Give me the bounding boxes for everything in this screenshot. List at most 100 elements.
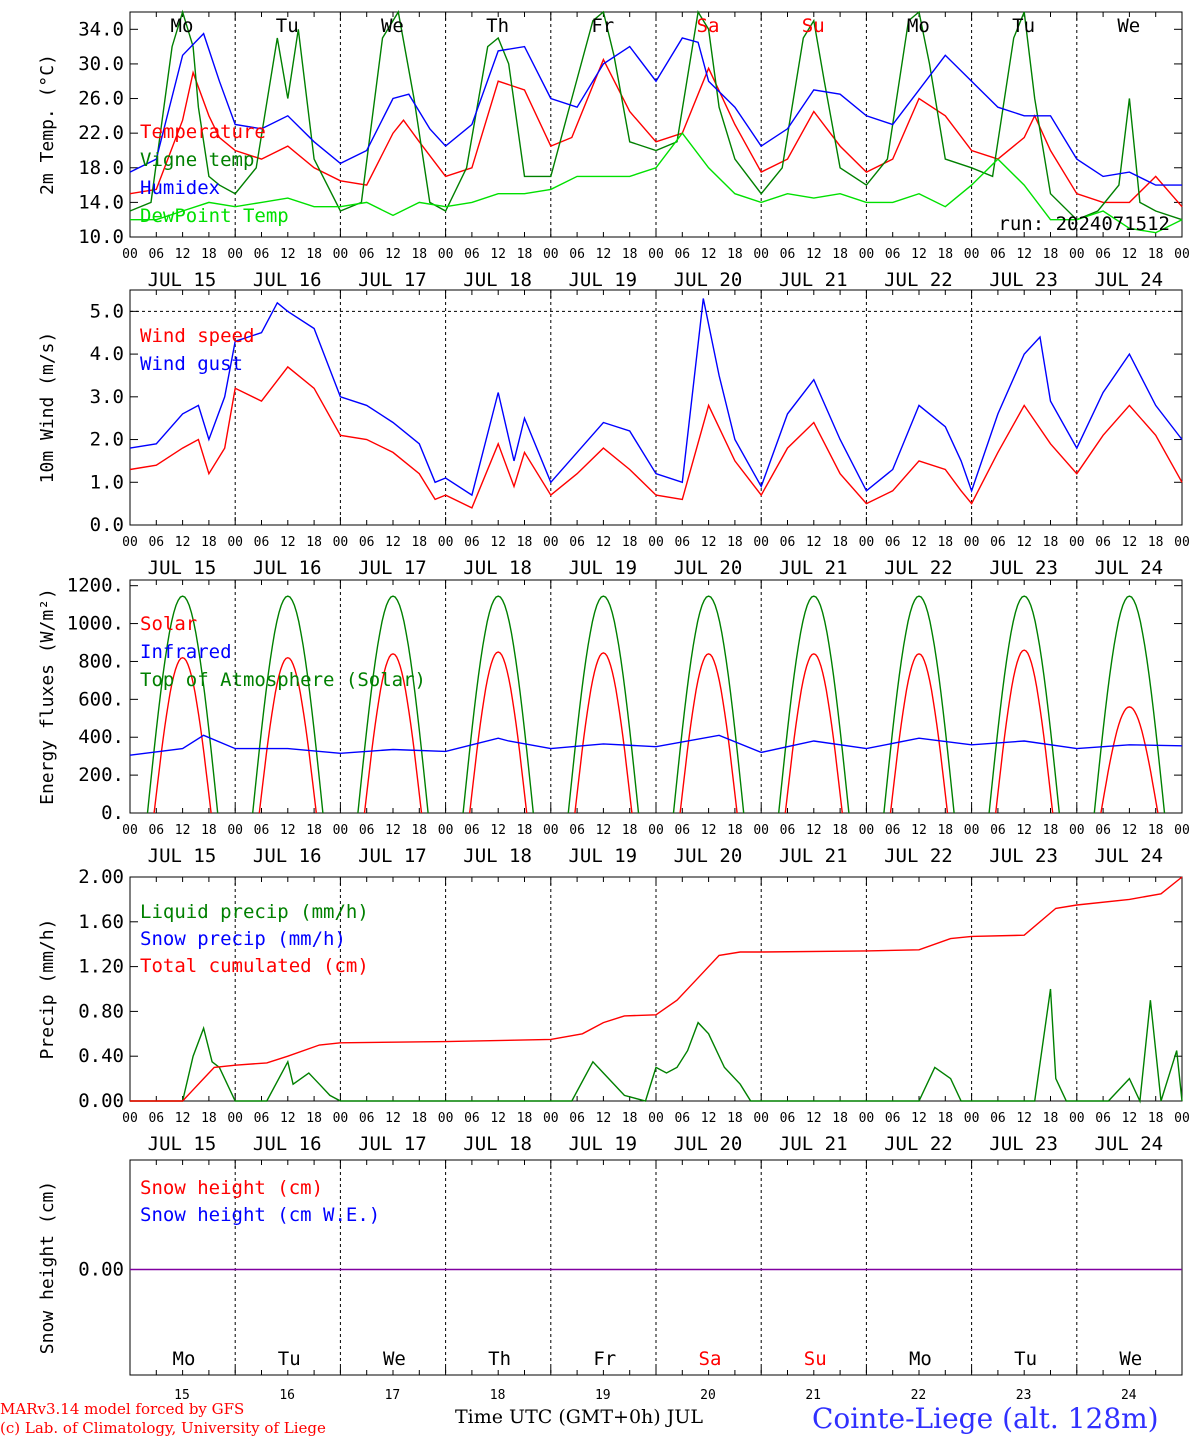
legend-entry: Snow height (cm) (140, 1177, 323, 1199)
hour-tick-label: 18 (727, 823, 743, 838)
hour-tick-label: 06 (990, 535, 1006, 550)
hour-tick-label: 18 (622, 535, 638, 550)
hour-tick-label: 00 (543, 823, 559, 838)
hour-tick-label: 06 (780, 247, 796, 262)
hour-tick-label: 18 (517, 535, 533, 550)
y-tick-label: 22.0 (78, 122, 124, 144)
y-tick-label: 2.00 (78, 866, 124, 888)
date-label: JUL 21 (779, 269, 848, 291)
hour-tick-label: 12 (1016, 247, 1032, 262)
date-label: JUL 18 (463, 1133, 532, 1155)
toa-solar-curve (462, 595, 534, 814)
date-label: JUL 24 (1094, 269, 1163, 291)
hour-tick-label: 18 (622, 247, 638, 262)
day-name-label: We (381, 15, 404, 37)
date-label: JUL 20 (674, 845, 743, 867)
toa-solar-curve (778, 595, 850, 814)
hour-tick-label: 12 (596, 823, 612, 838)
hour-tick-label: 06 (464, 1111, 480, 1126)
y-tick-label: 1.0 (90, 471, 124, 493)
hour-tick-label: 18 (1148, 535, 1164, 550)
date-label: JUL 19 (568, 1133, 637, 1155)
hour-tick-label: 12 (175, 247, 191, 262)
hour-tick-label: 00 (438, 823, 454, 838)
legend-entry: Humidex (140, 177, 220, 199)
date-label: JUL 24 (1094, 1133, 1163, 1155)
hour-tick-label: 06 (990, 1111, 1006, 1126)
y-tick-label: 1.60 (78, 911, 124, 933)
credit-line-2: (c) Lab. of Climatology, University of L… (0, 1419, 326, 1437)
hour-tick-label: 00 (648, 1111, 664, 1126)
day-name-label: Sa (697, 15, 720, 37)
solar-curve (995, 649, 1054, 814)
y-tick-label: 18.0 (78, 157, 124, 179)
hour-tick-label: 06 (569, 1111, 585, 1126)
date-label: JUL 16 (253, 557, 322, 579)
toa-solar-curve (988, 595, 1060, 814)
hour-tick-label: 00 (964, 823, 980, 838)
hour-tick-label: 06 (885, 823, 901, 838)
hour-tick-label: 12 (385, 1111, 401, 1126)
day-name-label: Mo (171, 15, 194, 37)
hour-tick-label: 06 (254, 535, 270, 550)
hour-tick-label: 00 (333, 535, 349, 550)
y-tick-label: 4.0 (90, 343, 124, 365)
hour-tick-label: 00 (333, 247, 349, 262)
hour-tick-label: 06 (780, 535, 796, 550)
hour-tick-label: 12 (701, 823, 717, 838)
hour-tick-label: 18 (517, 247, 533, 262)
y-tick-label: 14.0 (78, 191, 124, 213)
hour-tick-label: 00 (227, 823, 243, 838)
date-label: JUL 24 (1094, 557, 1163, 579)
hour-tick-label: 12 (1122, 535, 1138, 550)
y-tick-label: 0.00 (78, 1090, 124, 1112)
hour-tick-label: 06 (569, 823, 585, 838)
y-tick-label: 1.20 (78, 956, 124, 978)
day-name-label: Mo (173, 1348, 196, 1370)
date-label: JUL 16 (253, 845, 322, 867)
toa-solar-curve (252, 595, 324, 814)
date-label: JUL 23 (989, 269, 1058, 291)
hour-tick-label: 12 (701, 247, 717, 262)
day-number-label: 16 (279, 1388, 295, 1403)
solar-curve (574, 652, 633, 814)
wind-y-axis-label: 10m Wind (m/s) (37, 332, 58, 484)
x-axis-title: Time UTC (GMT+0h) JUL (455, 1406, 703, 1428)
hour-tick-label: 00 (543, 1111, 559, 1126)
date-label: JUL 21 (779, 1133, 848, 1155)
hour-tick-label: 18 (727, 247, 743, 262)
hour-tick-label: 06 (254, 823, 270, 838)
hour-tick-label: 00 (227, 535, 243, 550)
hour-tick-label: 12 (175, 535, 191, 550)
y-tick-label: 1000. (67, 613, 124, 635)
hour-tick-label: 18 (1148, 247, 1164, 262)
hour-tick-label: 12 (596, 535, 612, 550)
y-tick-label: 3.0 (90, 386, 124, 408)
hour-tick-label: 00 (543, 535, 559, 550)
day-number-label: 21 (805, 1388, 821, 1403)
hour-tick-label: 18 (201, 247, 217, 262)
credit-line-1: MARv3.14 model forced by GFS (0, 1400, 245, 1418)
day-name-label: Su (802, 15, 825, 37)
hour-tick-label: 00 (1069, 247, 1085, 262)
hour-tick-label: 12 (701, 1111, 717, 1126)
hour-tick-label: 06 (780, 1111, 796, 1126)
hour-tick-label: 18 (622, 823, 638, 838)
hour-tick-label: 18 (306, 247, 322, 262)
hour-tick-label: 06 (464, 823, 480, 838)
hour-tick-label: 00 (648, 535, 664, 550)
legend-entry: Solar (140, 613, 197, 635)
hour-tick-label: 12 (280, 1111, 296, 1126)
hour-tick-label: 06 (1095, 1111, 1111, 1126)
hour-tick-label: 18 (306, 535, 322, 550)
hour-tick-label: 06 (1095, 247, 1111, 262)
date-label: JUL 21 (779, 845, 848, 867)
hour-tick-label: 18 (622, 1111, 638, 1126)
hour-tick-label: 12 (701, 535, 717, 550)
legend-entry: Snow height (cm W.E.) (140, 1204, 380, 1226)
day-name-label: Tu (1014, 1348, 1037, 1370)
hour-tick-label: 06 (569, 247, 585, 262)
hour-tick-label: 06 (885, 535, 901, 550)
hour-tick-label: 00 (1069, 823, 1085, 838)
hour-tick-label: 00 (964, 247, 980, 262)
